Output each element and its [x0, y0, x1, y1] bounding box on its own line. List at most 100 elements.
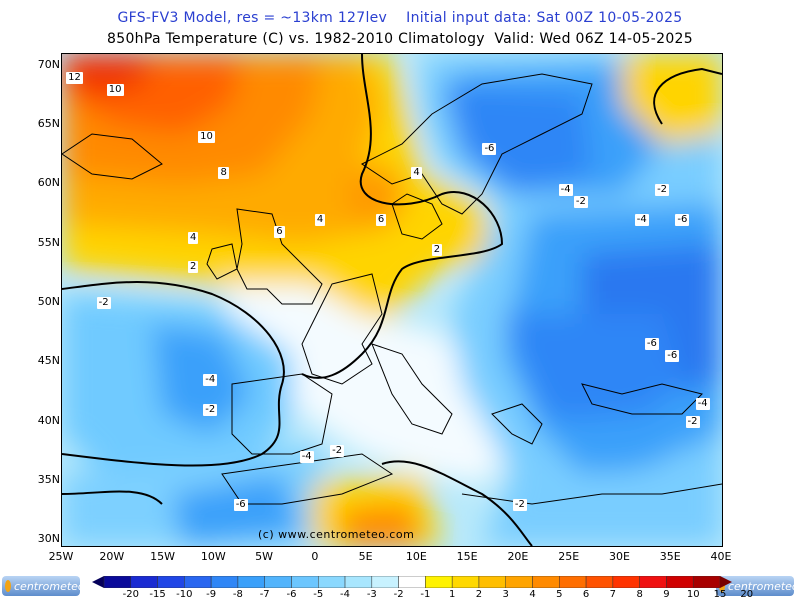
contour-label: -4 [299, 451, 314, 464]
copyright-text: (c) www.centrometeo.com [258, 528, 415, 541]
colorbar-tick-label: -6 [286, 589, 297, 600]
centrometeo-logo-left: centrometeo [2, 576, 85, 596]
colorbar-swatch [478, 576, 506, 588]
colorbar-tick-label: -2 [393, 589, 404, 600]
contour-label: -2 [203, 403, 218, 416]
lon-tick-label: 20E [507, 550, 529, 563]
colorbar-swatch [237, 576, 265, 588]
colorbar-swatch [612, 576, 640, 588]
contour-label: 6 [375, 213, 387, 226]
lon-tick-label: 15W [150, 550, 175, 563]
colorbar-swatch [184, 576, 212, 588]
colorbar-swatch [505, 576, 533, 588]
lat-tick-label: 30N [37, 532, 60, 546]
contour-label: -4 [695, 397, 710, 410]
colorbar-swatch [157, 576, 185, 588]
colorbar-tick-label: 8 [636, 589, 643, 600]
lon-tick-label: 35E [659, 550, 681, 563]
lat-tick-label: 55N [37, 235, 60, 249]
colorbar-swatch [318, 576, 346, 588]
colorbar-swatch [291, 576, 319, 588]
lon-tick-label: 20W [99, 550, 125, 563]
colorbar-swatch [425, 576, 453, 588]
lon-tick-label: 40E [710, 550, 732, 563]
colorbar-swatch [692, 576, 721, 588]
colorbar-swatch [371, 576, 399, 588]
lat-tick-label: 65N [37, 117, 60, 131]
anomaly-field [62, 54, 722, 546]
title-line-2: 850hPa Temperature (C) vs. 1982-2010 Cli… [107, 31, 693, 47]
contour-label: -2 [96, 296, 111, 309]
lon-tick-label: 0 [311, 550, 319, 563]
lon-tick-label: 15E [456, 550, 478, 563]
colorbar-swatch [103, 576, 132, 588]
colorbar-swatch [210, 576, 239, 588]
colorbar-swatch [639, 576, 667, 588]
contour-label: -4 [203, 374, 218, 387]
colorbar-tick-label: 1 [448, 589, 456, 600]
colorbar-tick-label: -9 [206, 589, 217, 600]
colorbar-swatch [585, 576, 614, 588]
lat-tick-label: 45N [37, 354, 60, 368]
contour-label: -2 [685, 415, 700, 428]
contour-label: 4 [188, 231, 199, 244]
contour-label: 10 [106, 83, 124, 96]
colorbar-tick-label: 5 [556, 589, 563, 600]
lat-tick-label: 35N [37, 472, 60, 486]
contour-label: 10 [198, 130, 215, 143]
contour-label: 4 [314, 213, 326, 226]
lat-tick-label: 70N [37, 57, 60, 71]
colorbar-tick-label: 20 [740, 589, 754, 600]
temperature-anomaly-map: 1210108-64-4-2-2466422-4-62-2-6-6-4-2-4-… [61, 53, 723, 547]
contour-label: 2 [188, 261, 199, 274]
colorbar-tick-label: -20 [122, 589, 139, 600]
colorbar-tick-label: -3 [366, 589, 377, 600]
color-scale-bar [92, 576, 732, 588]
colorbar-swatch [344, 576, 373, 588]
colorbar-min-arrow [92, 576, 104, 588]
colorbar-tick-label: 3 [502, 589, 509, 600]
logo-text: centrometeo [14, 579, 85, 593]
colorbar-tick-label: -1 [420, 589, 431, 600]
colorbar-swatch [130, 576, 158, 588]
contour-label: -6 [233, 498, 248, 511]
contour-label: -6 [644, 338, 659, 351]
colorbar-tick-label: -5 [313, 589, 324, 600]
contour-label: -2 [655, 184, 670, 197]
colorbar-tick-label: 7 [609, 589, 617, 600]
lon-tick-label: 10W [200, 550, 226, 563]
colorbar-swatch [398, 576, 426, 588]
lat-tick-label: 60N [37, 176, 60, 190]
logo-ring-icon [5, 580, 11, 592]
contour-label: -6 [482, 142, 497, 155]
lon-tick-label: 25E [558, 550, 580, 563]
colorbar-tick-label: -4 [340, 589, 351, 600]
colorbar-swatch [559, 576, 587, 588]
lon-tick-label: 25W [48, 550, 74, 563]
lon-tick-label: 5E [358, 550, 373, 563]
colorbar-tick-label: 10 [686, 589, 700, 600]
colorbar-tick-label: 2 [475, 589, 483, 600]
contour-label: 6 [274, 225, 285, 238]
colorbar-tick-label: -8 [232, 589, 243, 600]
logo-text: centrometeo [728, 579, 799, 593]
contour-label: -6 [665, 350, 680, 363]
contour-label: -4 [558, 184, 573, 197]
lon-tick-label: 30E [608, 550, 630, 563]
contour-label: -6 [675, 213, 690, 226]
colorbar-swatch [451, 576, 480, 588]
contour-label: -2 [330, 445, 345, 458]
colorbar-swatch [264, 576, 292, 588]
contour-label: 12 [66, 71, 83, 84]
colorbar-tick-label: 4 [529, 589, 536, 600]
lon-tick-label: 10E [405, 550, 427, 563]
contour-label: -4 [634, 213, 649, 226]
contour-label: -2 [512, 498, 527, 511]
colorbar-tick-label: -15 [149, 589, 166, 600]
lat-tick-label: 40N [37, 413, 60, 427]
lon-tick-label: 5W [255, 550, 273, 563]
colorbar-tick-label: -10 [176, 589, 193, 600]
contour-label: 8 [218, 166, 229, 179]
colorbar-max-arrow [720, 576, 732, 588]
title-line-1: GFS-FV3 Model, res = ~13km 127lev Initia… [117, 10, 683, 26]
